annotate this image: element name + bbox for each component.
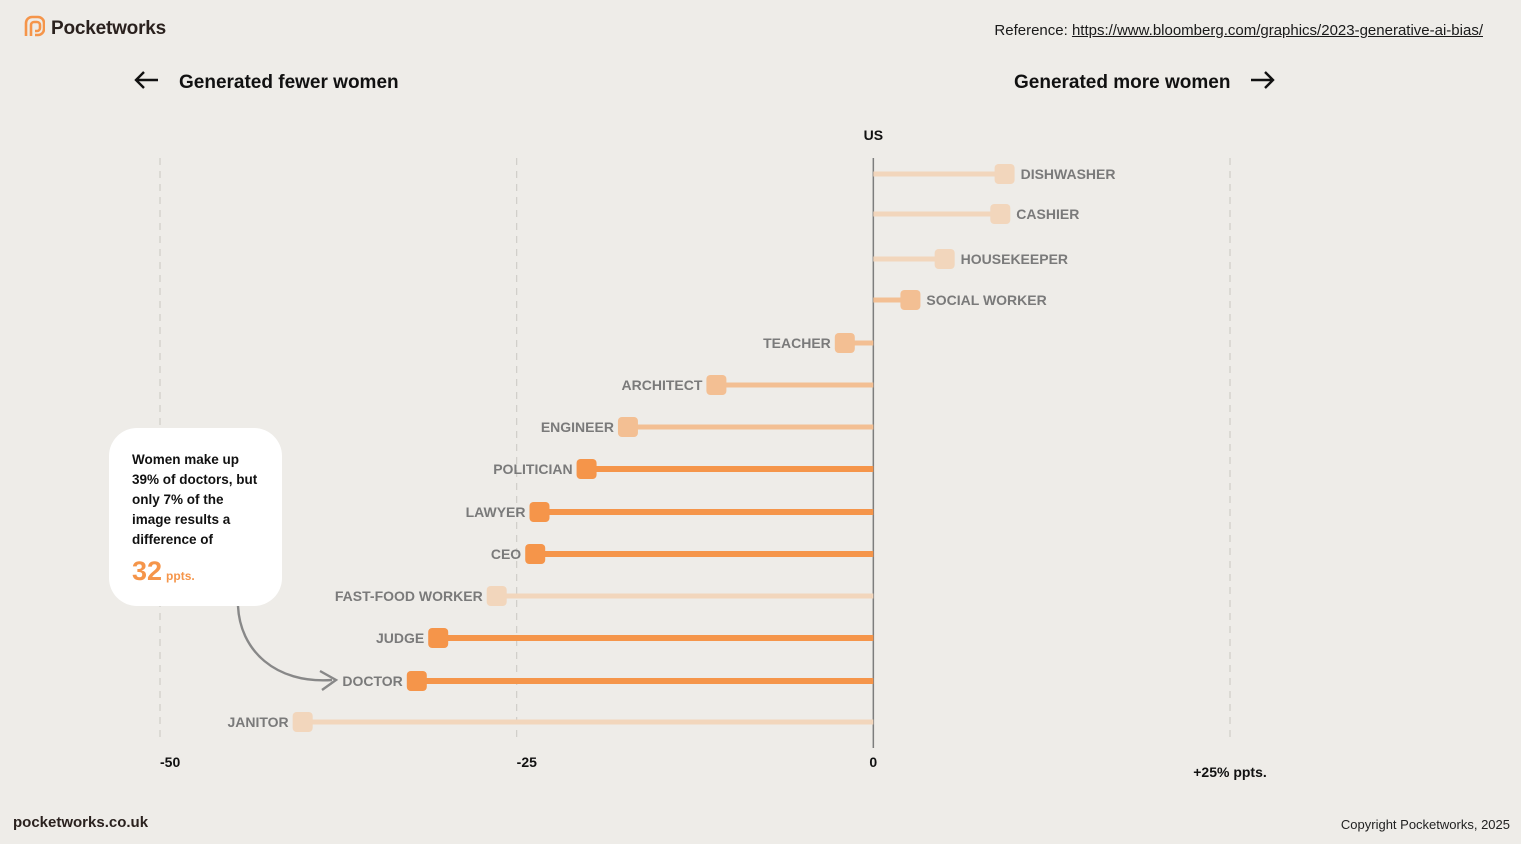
lollipop-marker bbox=[990, 204, 1011, 224]
lollipop-marker bbox=[834, 333, 855, 353]
pocketworks-logo-icon bbox=[23, 15, 46, 42]
callout-card: Women make up 39% of doctors, but only 7… bbox=[109, 428, 282, 606]
category-label: CASHIER bbox=[1016, 206, 1079, 222]
direction-fewer-women: Generated fewer women bbox=[133, 70, 399, 96]
category-label: ARCHITECT bbox=[622, 377, 703, 393]
lollipop-marker bbox=[292, 712, 313, 732]
lollipop-marker bbox=[994, 164, 1015, 184]
category-label: ENGINEER bbox=[541, 419, 614, 435]
lollipop-marker bbox=[486, 586, 507, 606]
lollipop-marker bbox=[525, 544, 546, 564]
x-tick-label: -50 bbox=[160, 754, 180, 770]
lollipop-marker bbox=[428, 628, 449, 648]
callout-arrow-curve bbox=[236, 605, 333, 682]
footer-website[interactable]: pocketworks.co.uk bbox=[13, 814, 149, 831]
category-label: FAST-FOOD WORKER bbox=[335, 588, 483, 604]
x-tick-label: -25 bbox=[517, 754, 537, 770]
callout-number: 32 bbox=[132, 556, 163, 586]
category-label: DOCTOR bbox=[342, 673, 402, 689]
category-label: SOCIAL WORKER bbox=[926, 292, 1046, 308]
category-label: HOUSEKEEPER bbox=[961, 251, 1068, 267]
reference-label: Reference: bbox=[994, 22, 1068, 39]
direction-fewer-label: Generated fewer women bbox=[179, 72, 399, 93]
category-label: LAWYER bbox=[466, 504, 526, 520]
reference-link[interactable]: https://www.bloomberg.com/graphics/2023-… bbox=[1071, 22, 1483, 39]
category-label: CEO bbox=[491, 546, 521, 562]
brand-logo: Pocketworks bbox=[23, 15, 166, 42]
x-tick-label: +25% ppts. bbox=[1193, 764, 1267, 780]
lollipop-marker bbox=[706, 375, 727, 395]
direction-more-women: Generated more women bbox=[1014, 70, 1276, 96]
lollipop-marker bbox=[406, 671, 427, 691]
callout-arrow-head-icon bbox=[319, 669, 339, 691]
category-label: DISHWASHER bbox=[1021, 166, 1116, 182]
lollipop-marker bbox=[934, 249, 955, 269]
lollipop-marker bbox=[576, 459, 597, 479]
arrow-left-icon bbox=[133, 70, 159, 96]
callout-value: 32 ppts. bbox=[132, 556, 262, 587]
x-tick-label: 0 bbox=[869, 754, 877, 770]
arrow-right-icon bbox=[1250, 70, 1276, 96]
footer-copyright: Copyright Pocketworks, 2025 bbox=[1340, 817, 1510, 832]
category-label: JUDGE bbox=[376, 630, 424, 646]
category-label: JANITOR bbox=[227, 714, 288, 730]
callout-text: Women make up 39% of doctors, but only 7… bbox=[132, 452, 258, 547]
brand-name: Pocketworks bbox=[51, 17, 167, 39]
lollipop-marker bbox=[900, 290, 921, 310]
direction-more-label: Generated more women bbox=[1014, 72, 1231, 93]
zero-axis-label: US bbox=[864, 127, 883, 143]
category-label: TEACHER bbox=[763, 335, 831, 351]
callout-unit: ppts. bbox=[166, 569, 195, 583]
category-label: POLITICIAN bbox=[493, 461, 572, 477]
lollipop-marker bbox=[529, 502, 550, 522]
reference: Reference: https://www.bloomberg.com/gra… bbox=[994, 22, 1483, 39]
lollipop-marker bbox=[617, 417, 638, 437]
